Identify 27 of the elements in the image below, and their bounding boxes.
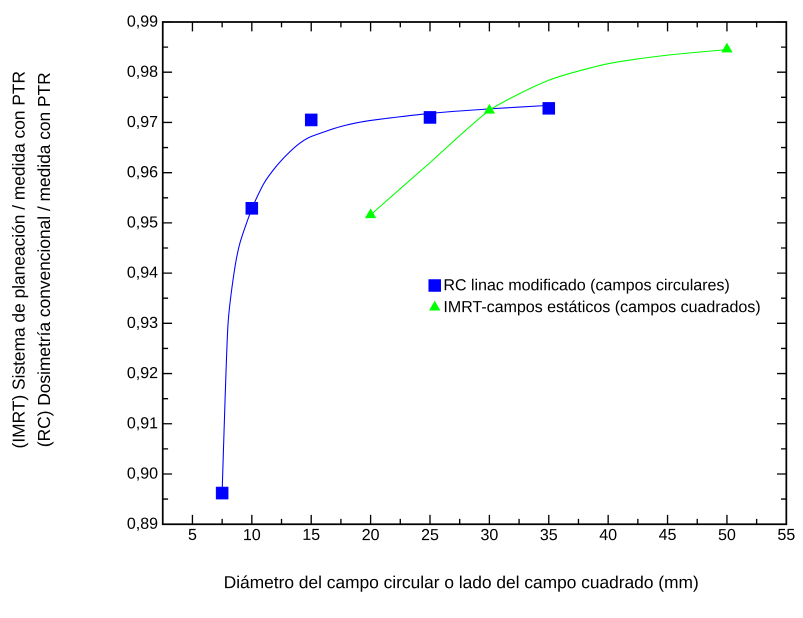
y-tick-label: 0,93 [128, 316, 158, 330]
y-tick-label: 0,98 [128, 65, 158, 79]
x-tick-label: 50 [718, 528, 736, 540]
y-tick-label: 0,99 [128, 15, 158, 28]
x-tick-label: 25 [422, 528, 438, 540]
y-tick-label: 0,90 [128, 467, 158, 480]
x-tick-label: 15 [304, 528, 320, 540]
legend-label: IMRT-campos estáticos (campos cuadrados) [444, 300, 760, 316]
text: (RC) Dosimetría convencional / medida con PTR [37, 73, 54, 446]
y-tick-label: 0,94 [128, 266, 158, 280]
y-tick-label: 0,91 [128, 417, 158, 430]
legend-label: RC linac modificado (campos circulares) [444, 278, 729, 294]
y-tick-label: 0,92 [128, 366, 158, 380]
x-tick-label: 40 [600, 528, 616, 540]
y-tick-label: 0,95 [128, 216, 158, 230]
y-tick-label: 0,97 [128, 116, 158, 129]
x-axis-title: Diámetro del campo circular o lado del campo cuadrado (mm) [225, 575, 698, 592]
y-tick-label: 0,89 [128, 517, 158, 531]
y-tick-label: 0,96 [128, 166, 158, 180]
x-tick-label: 45 [659, 528, 676, 540]
x-tick-label: 5 [188, 528, 196, 540]
x-tick-label: 20 [362, 528, 379, 540]
x-tick-label: 30 [481, 528, 498, 540]
x-tick-label: 35 [540, 528, 557, 540]
x-tick-label: 55 [778, 528, 795, 540]
x-tick-label: 10 [244, 528, 260, 540]
text: (IMRT) Sistema de planeación / medida con PTR [12, 72, 28, 448]
